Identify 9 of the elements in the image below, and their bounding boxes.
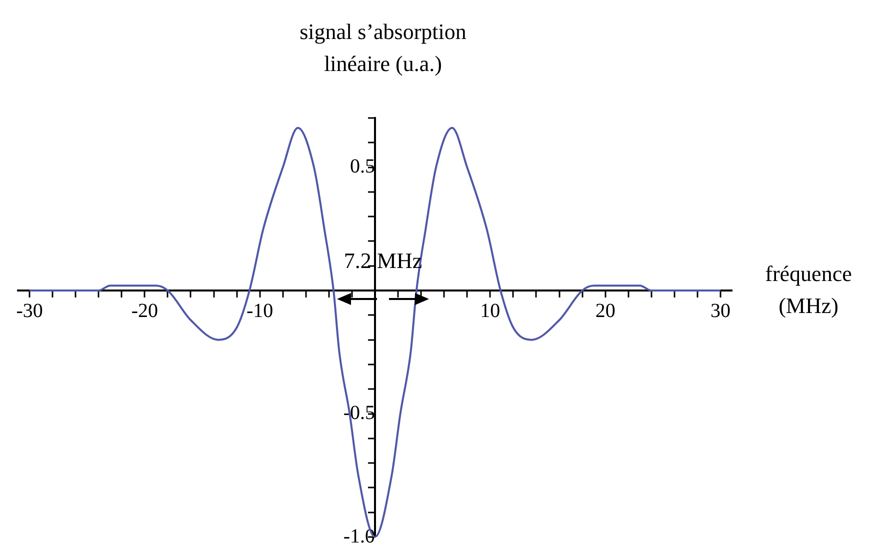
x-tick-label: -20: [131, 300, 158, 322]
x-tick-label: -10: [246, 300, 274, 322]
y-axis-title: signal s’absorption linéaire (u.a.): [298, 18, 468, 78]
x-axis-title: fréquence (MHz): [764, 260, 853, 320]
x-tick-label: -30: [16, 300, 43, 322]
y-tick-label: 0.5: [350, 156, 375, 178]
x-tick-label: 10: [480, 300, 500, 322]
x-tick-label: 20: [595, 300, 616, 322]
x-tick-label: 30: [710, 300, 730, 322]
